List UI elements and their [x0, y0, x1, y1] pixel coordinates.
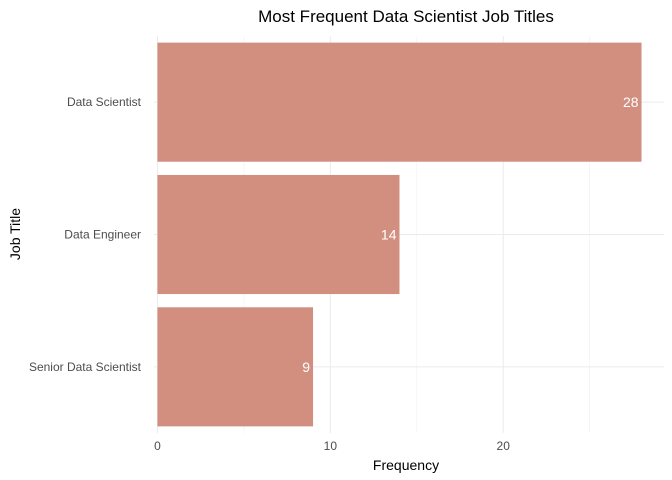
bar-data-engineer: [157, 174, 400, 295]
y-tick-label: Data Engineer: [64, 228, 141, 242]
x-tick-label: 10: [324, 439, 338, 453]
bar-senior-data-scientist: [157, 307, 314, 427]
y-axis-title: Job Title: [7, 208, 23, 260]
data-label: 14: [381, 227, 397, 243]
data-label: 28: [623, 94, 639, 110]
data-labels: 28 14 9: [302, 94, 638, 375]
data-label: 9: [302, 359, 310, 375]
y-tick-label: Data Scientist: [67, 95, 142, 109]
x-axis-title: Frequency: [373, 457, 439, 473]
bar-data-scientist: [157, 42, 642, 162]
chart-title: Most Frequent Data Scientist Job Titles: [258, 7, 554, 26]
y-tick-label: Senior Data Scientist: [29, 360, 142, 374]
x-tick-label: 0: [154, 439, 161, 453]
tick-labels: Data Scientist Data Engineer Senior Data S…: [29, 95, 510, 453]
x-tick-label: 20: [497, 439, 511, 453]
bars: [157, 42, 642, 427]
